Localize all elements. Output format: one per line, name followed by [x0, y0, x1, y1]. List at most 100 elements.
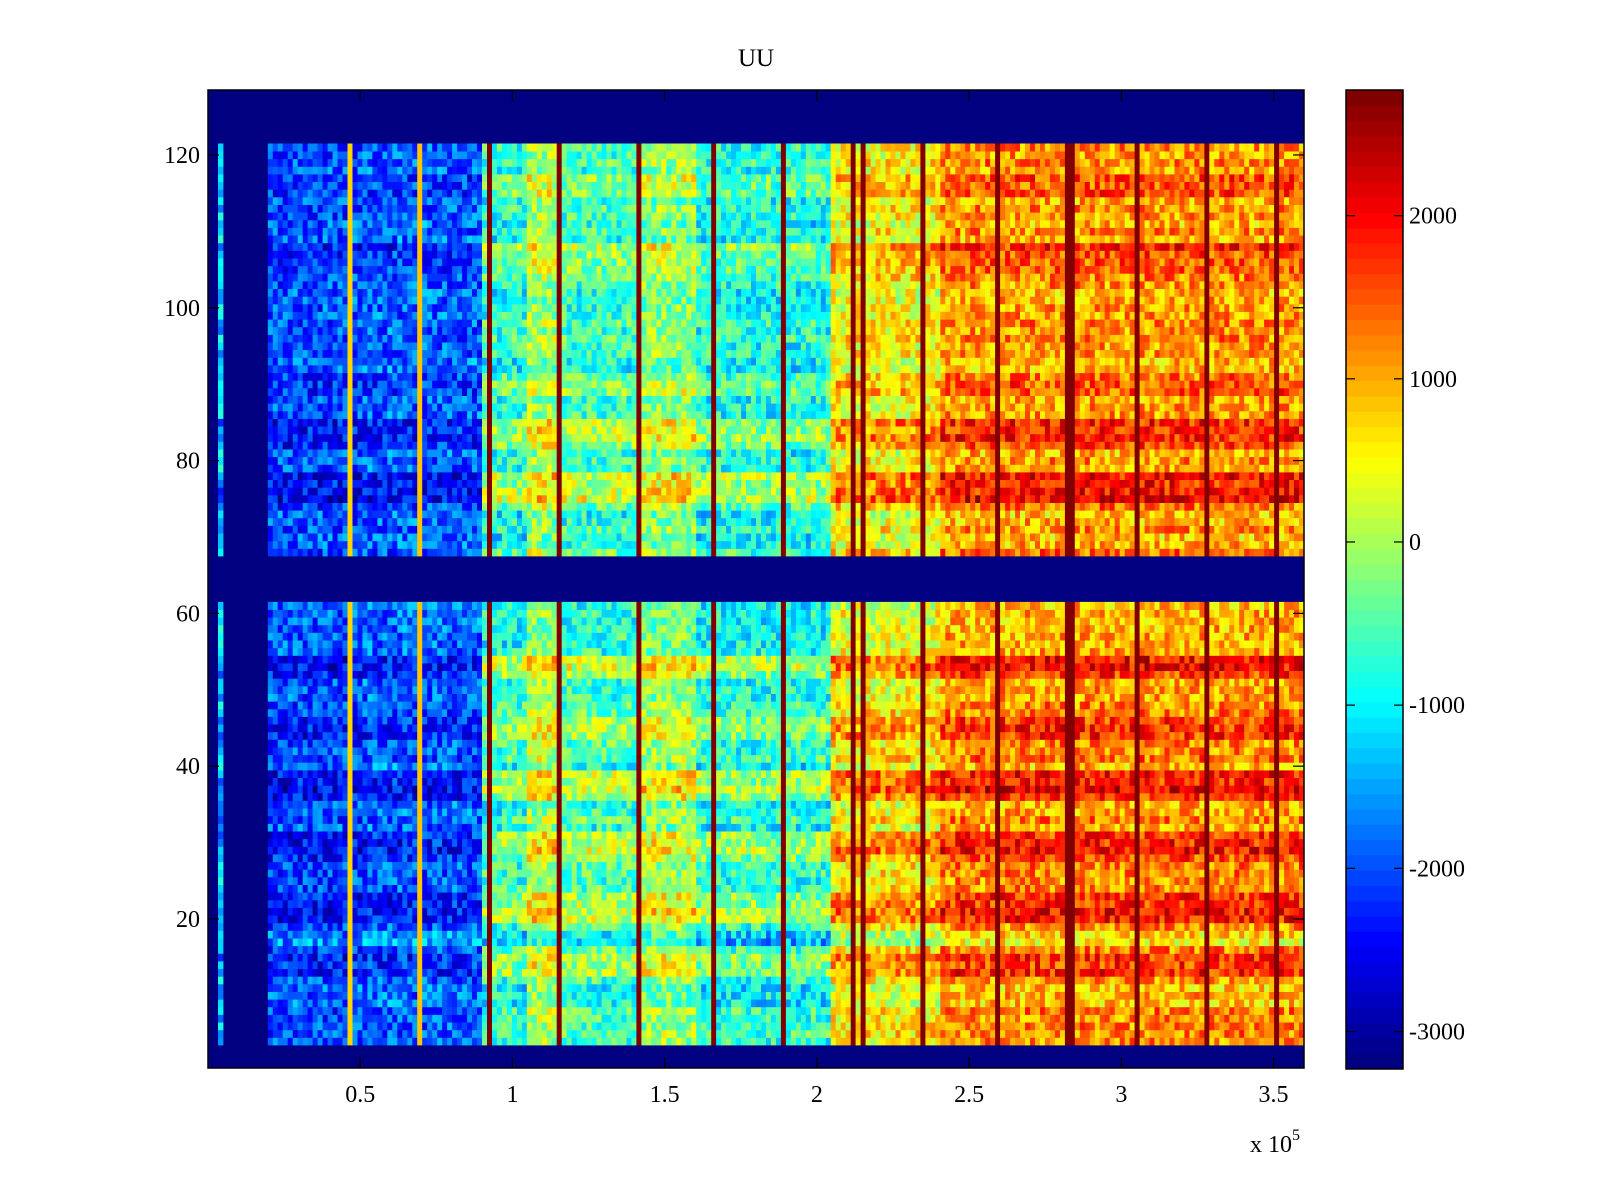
heatmap-cell	[586, 869, 592, 878]
heatmap-cell	[1010, 869, 1016, 878]
heatmap-cell	[472, 976, 478, 985]
heatmap-cell	[1264, 976, 1270, 985]
heatmap-cell	[746, 999, 752, 1008]
heatmap-cell	[1044, 999, 1051, 1008]
heatmap-cell	[556, 1037, 563, 1046]
heatmap-cell	[1219, 968, 1225, 977]
heatmap-cell	[716, 976, 722, 985]
heatmap-cell	[576, 884, 583, 893]
heatmap-cell	[1020, 1037, 1026, 1046]
heatmap-cell	[477, 861, 483, 870]
heatmap-cell	[1279, 899, 1285, 908]
heatmap-cell	[1044, 892, 1051, 901]
heatmap-cell	[830, 953, 837, 962]
heatmap-cell	[965, 922, 971, 931]
heatmap-cell	[581, 984, 587, 992]
heatmap-cell	[815, 945, 822, 954]
heatmap-cell	[925, 892, 931, 901]
heatmap-cell	[282, 999, 289, 1008]
heatmap-cell	[925, 991, 931, 1000]
heatmap-cell	[800, 884, 807, 893]
heatmap-cell	[541, 877, 548, 885]
heatmap-cell	[1269, 945, 1275, 954]
heatmap-cell	[681, 884, 687, 893]
heatmap-cell	[526, 930, 533, 939]
heatmap-cell	[412, 999, 418, 1008]
heatmap-cell	[561, 1022, 568, 1031]
heatmap-cell	[447, 1037, 453, 1046]
heatmap-cell	[666, 877, 672, 885]
heatmap-cell	[870, 869, 876, 878]
heatmap-cell	[1109, 1037, 1116, 1046]
heatmap-cell	[1124, 877, 1131, 885]
heatmap-cell	[1010, 945, 1016, 954]
heatmap-cell	[1204, 930, 1210, 939]
heatmap-cell	[218, 907, 224, 916]
heatmap-cell	[536, 945, 543, 954]
heatmap-cell	[895, 884, 901, 893]
heatmap-cell	[915, 1037, 921, 1046]
heatmap-cell	[1274, 1006, 1280, 1015]
heatmap-cell	[676, 938, 682, 947]
heatmap-cell	[367, 968, 373, 977]
heatmap-cell	[581, 915, 587, 924]
heatmap-cell	[1089, 1014, 1096, 1023]
heatmap-cell	[1259, 899, 1265, 908]
heatmap-cell	[1249, 869, 1255, 878]
heatmap-cell	[905, 999, 911, 1008]
heatmap-cell	[337, 861, 343, 870]
heatmap-cell	[850, 984, 857, 992]
heatmap-cell	[935, 961, 941, 969]
heatmap-cell	[1189, 991, 1195, 1000]
heatmap-cell	[880, 953, 886, 962]
heatmap-cell	[377, 945, 383, 954]
heatmap-cell	[741, 976, 747, 985]
heatmap-cell	[1294, 945, 1300, 954]
heatmap-cell	[860, 961, 866, 969]
heatmap-cell	[457, 869, 463, 878]
heatmap-cell	[307, 1037, 313, 1046]
heatmap-cell	[850, 899, 857, 908]
heatmap-cell	[810, 968, 817, 977]
heatmap-cell	[392, 984, 398, 992]
heatmap-cell	[616, 961, 622, 969]
heatmap-cell	[581, 991, 587, 1000]
heatmap-cell	[367, 861, 373, 870]
heatmap-cell	[1289, 1037, 1295, 1046]
heatmap-cell	[970, 869, 976, 878]
heatmap-cell	[701, 976, 707, 985]
heatmap-cell	[970, 961, 976, 969]
heatmap-cell	[671, 877, 677, 885]
heatmap-cell	[487, 907, 493, 916]
heatmap-cell	[920, 884, 926, 893]
heatmap-cell	[940, 1029, 946, 1038]
heatmap-cell	[1030, 976, 1036, 985]
heatmap-cell	[1044, 1037, 1051, 1046]
heatmap-cell	[721, 945, 727, 954]
heatmap-cell	[736, 991, 742, 1000]
heatmap-cell	[277, 1006, 284, 1015]
heatmap-cell	[890, 984, 896, 992]
heatmap-cell	[606, 991, 612, 1000]
heatmap-cell	[1179, 899, 1185, 908]
heatmap-cell	[606, 968, 612, 977]
heatmap-cell	[1114, 1037, 1121, 1046]
heatmap-cell	[1094, 907, 1101, 916]
heatmap-cell	[521, 869, 528, 878]
heatmap-cell	[1159, 1014, 1165, 1023]
heatmap-cell	[218, 892, 224, 901]
heatmap-cell	[721, 922, 727, 931]
heatmap-cell	[561, 1029, 568, 1038]
heatmap-cell	[1159, 999, 1165, 1008]
heatmap-cell	[995, 930, 1001, 939]
heatmap-cell	[696, 1014, 702, 1023]
heatmap-cell	[402, 999, 408, 1008]
heatmap-cell	[317, 1006, 323, 1015]
heatmap-cell	[531, 1037, 538, 1046]
heatmap-cell	[467, 1037, 473, 1046]
heatmap-cell	[506, 938, 513, 947]
heatmap-cell	[392, 930, 398, 939]
heatmap-cell	[875, 945, 881, 954]
heatmap-cell	[1294, 961, 1300, 969]
heatmap-cell	[536, 930, 543, 939]
